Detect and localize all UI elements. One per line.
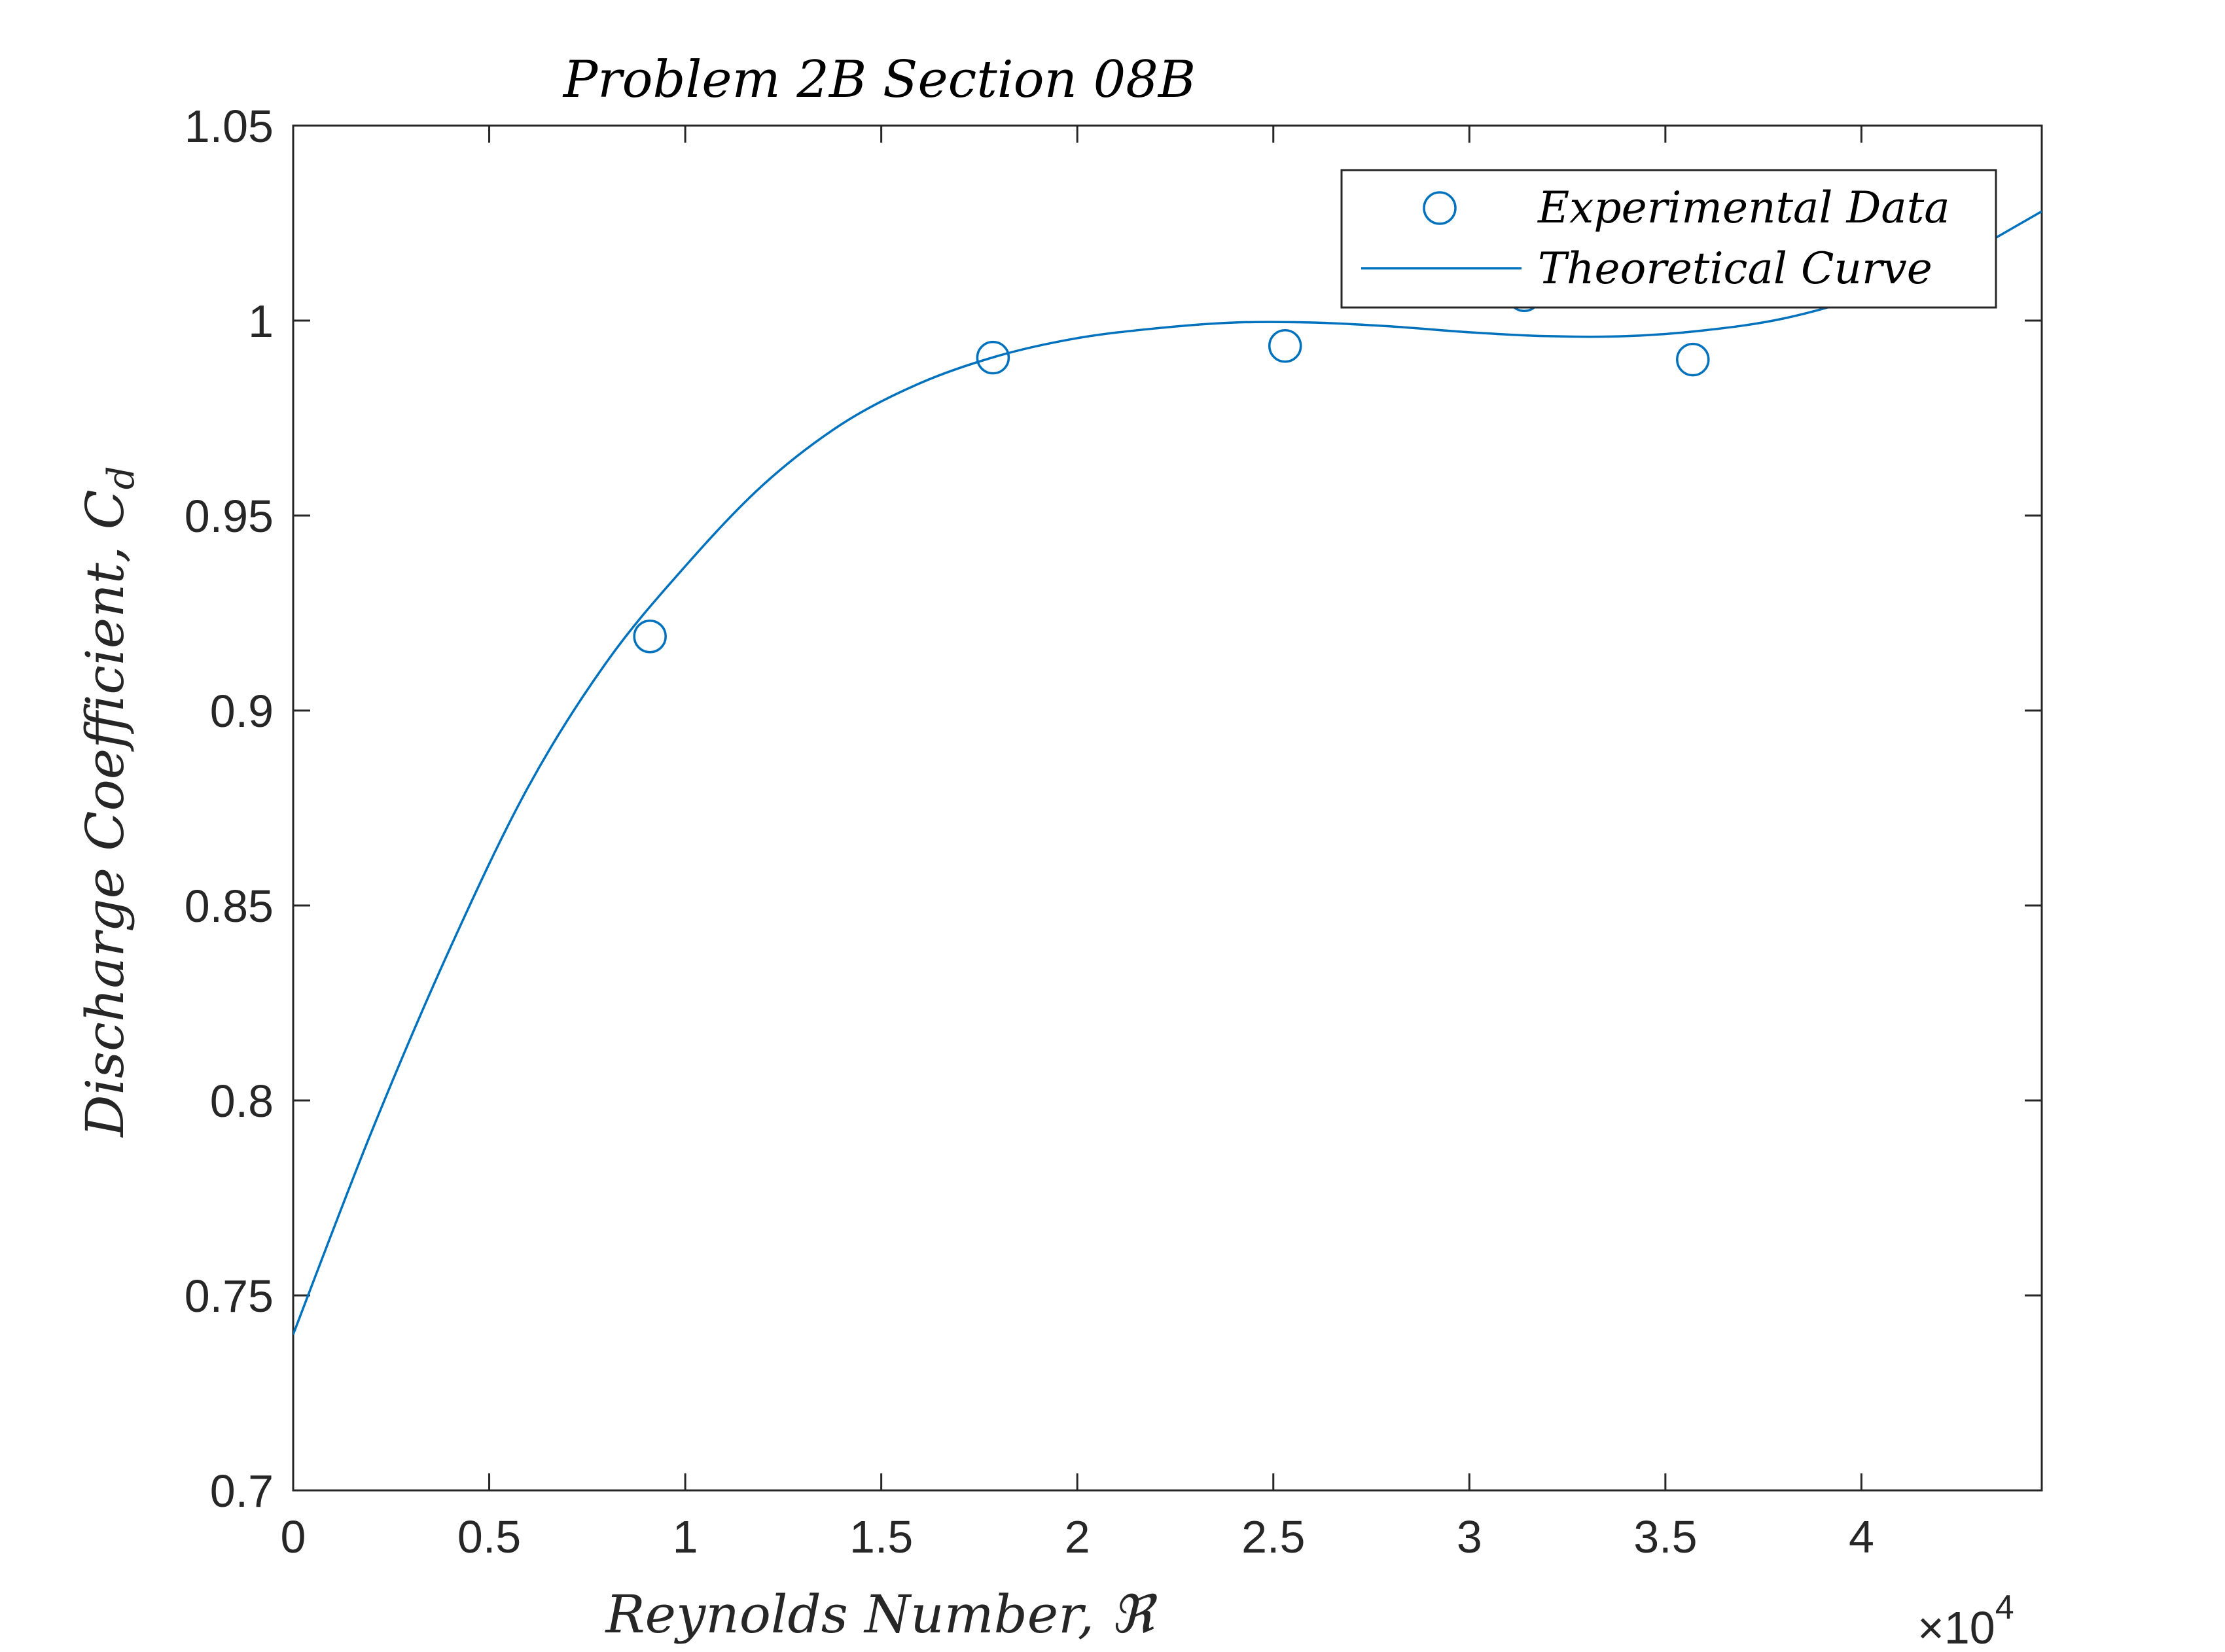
axes-box bbox=[292, 124, 2043, 1492]
y-tick-label: 0.75 bbox=[185, 1271, 274, 1322]
chart-title: Problem 2B Section 08B bbox=[562, 50, 1196, 109]
y-tick-label: 0.7 bbox=[210, 1466, 274, 1517]
legend-label-theoretical: Theoretical Curve bbox=[1538, 243, 1932, 294]
x-tick-label: 2 bbox=[1065, 1511, 1090, 1562]
x-tick-label: 0.5 bbox=[457, 1511, 521, 1562]
legend-label-experimental: Experimental Data bbox=[1537, 183, 1950, 233]
x-axis-exponent: ×104 bbox=[1917, 1589, 2014, 1652]
x-tick-label: 1.5 bbox=[849, 1511, 913, 1562]
data-point-experimental bbox=[1676, 342, 1710, 377]
y-axis-label-subscript: d bbox=[100, 466, 143, 489]
legend-marker-experimental bbox=[1423, 191, 1457, 225]
data-point-experimental bbox=[976, 340, 1010, 375]
y-tick-label: 0.95 bbox=[185, 491, 274, 542]
x-tick-label: 3 bbox=[1457, 1511, 1482, 1562]
plot-area: 0 0.5 1 1.5 2 2.5 3 3.5 4 0.7 0.75 0.8 0.85 0.9 0.95 1 1… bbox=[185, 101, 2043, 1562]
y-tick-label: 1 bbox=[248, 296, 274, 347]
x-tick-label: 1 bbox=[673, 1511, 698, 1562]
y-tick-label: 0.85 bbox=[185, 881, 274, 932]
legend: Experimental Data Theoretical Curve bbox=[1340, 169, 1997, 309]
x-axis-exponent-base: ×10 bbox=[1917, 1602, 1995, 1652]
y-tick-label: 1.05 bbox=[185, 101, 274, 152]
x-tick-label: 3.5 bbox=[1633, 1511, 1697, 1562]
y-tick-label: 0.9 bbox=[210, 686, 274, 737]
series-theoretical-curve bbox=[293, 210, 2042, 1335]
x-axis-exponent-power: 4 bbox=[1995, 1589, 2014, 1626]
legend-box bbox=[1340, 169, 1997, 309]
x-tick-label: 2.5 bbox=[1241, 1511, 1305, 1562]
y-tick-label: 0.8 bbox=[210, 1076, 274, 1127]
x-axis-label: Reynolds Number, ℜ bbox=[604, 1584, 1158, 1645]
data-point-experimental bbox=[1268, 328, 1302, 363]
data-point-experimental bbox=[633, 620, 667, 654]
x-tick-label: 4 bbox=[1849, 1511, 1874, 1562]
x-tick-label: 0 bbox=[281, 1511, 306, 1562]
y-axis-label-main: Discharge Coefficient, C bbox=[75, 489, 135, 1138]
y-axis-label: Discharge Coefficient, Cd bbox=[75, 466, 143, 1138]
